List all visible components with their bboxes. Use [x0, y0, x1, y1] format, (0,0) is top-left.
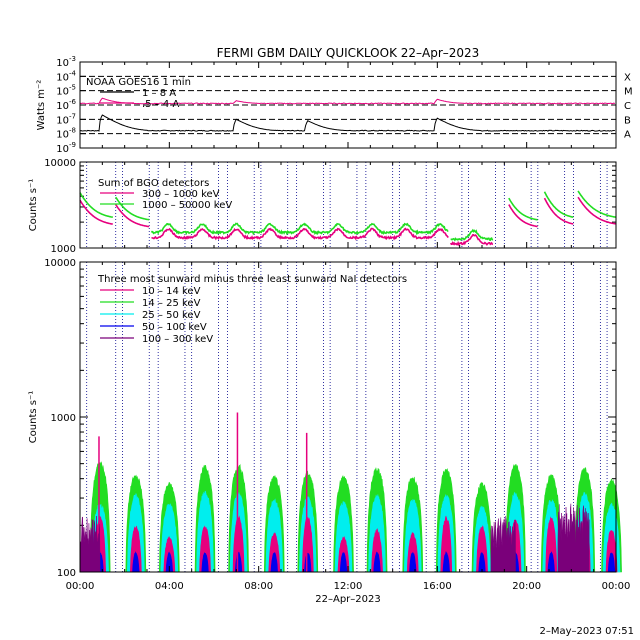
bgo-green-line	[577, 190, 616, 218]
goes-series-line	[79, 114, 615, 132]
nai-magenta-hump	[301, 516, 314, 573]
bgo-green-line	[450, 228, 494, 242]
y-tick-label: 10-9	[56, 141, 76, 155]
bgo-green-line	[150, 222, 449, 236]
x-tick-label: 16:00	[423, 581, 452, 592]
nai-blue-hump	[270, 552, 278, 573]
footer-timestamp: 2–May–2023 07:51	[540, 626, 634, 637]
x-axis-label: 22–Apr–2023	[315, 594, 380, 605]
goes-series-line	[79, 97, 616, 105]
y-tick-label: 1000	[51, 413, 76, 424]
flare-class-X: X	[624, 72, 631, 83]
bgo-magenta-line	[577, 196, 616, 225]
y-tick-label: 10-7	[56, 112, 76, 126]
bgo-magenta-line	[449, 233, 494, 247]
nai-magenta-hump	[232, 515, 245, 573]
y-tick-label: 10000	[44, 158, 76, 169]
x-tick-label: 20:00	[512, 581, 541, 592]
bgo-legend-item: 1000 – 50000 keV	[142, 200, 232, 211]
x-tick-label: 08:00	[244, 581, 273, 592]
nai-blue-hump	[607, 552, 616, 573]
nai-legend-item: 100 – 300 keV	[142, 334, 213, 345]
y-tick-label: 1000	[51, 244, 76, 255]
y-tick-label: 10-4	[56, 69, 76, 83]
nai-purple-burst	[557, 503, 590, 573]
bgo-y-label: Counts s⁻¹	[28, 179, 39, 232]
bgo-green-line	[508, 197, 538, 221]
bgo-green-line	[79, 192, 113, 218]
bgo-green-line	[115, 196, 150, 221]
nai-blue-hump	[201, 552, 209, 573]
nai-magenta-hump	[476, 525, 488, 573]
bgo-magenta-line	[79, 199, 113, 225]
x-tick-label: 04:00	[155, 581, 184, 592]
goes-legend-item: 1 – 8 A	[142, 88, 176, 99]
nai-blue-hump	[339, 552, 348, 573]
bgo-magenta-line	[151, 227, 449, 241]
nai-magenta-hump	[440, 515, 453, 573]
y-tick-label: 10-5	[56, 84, 76, 98]
bgo-legend-item: 300 – 1000 keV	[142, 189, 220, 200]
nai-purple-burst	[79, 515, 101, 573]
goes-y-label: Watts m⁻²	[36, 80, 47, 131]
nai-blue-hump	[132, 551, 140, 573]
flare-class-B: B	[624, 115, 631, 126]
nai-magenta-hump	[545, 516, 558, 573]
nai-legend-title: Three most sunward minus three least sun…	[97, 274, 407, 285]
chart-title: FERMI GBM DAILY QUICKLOOK 22–Apr–2023	[217, 46, 480, 60]
nai-legend-item: 25 – 50 keV	[142, 310, 201, 321]
nai-blue-hump	[442, 551, 450, 573]
nai-blue-hump	[373, 551, 381, 573]
nai-y-label: Counts s⁻¹	[28, 391, 39, 444]
x-tick-label: 12:00	[334, 581, 363, 592]
goes-legend-title: NOAA GOES16 1 min	[86, 77, 191, 88]
bgo-magenta-line	[115, 204, 150, 228]
nai-blue-hump	[547, 551, 555, 573]
goes-legend-item: .5 – 4 A	[142, 99, 179, 110]
nai-legend-item: 50 – 100 keV	[142, 322, 207, 333]
nai-legend-item: 10 – 14 keV	[142, 286, 201, 297]
x-tick-label: 00:00	[66, 581, 95, 592]
nai-blue-hump	[165, 551, 173, 573]
y-tick-label: 10-6	[56, 98, 76, 112]
nai-magenta-hump	[130, 525, 142, 573]
nai-legend-item: 14 – 25 keV	[142, 298, 201, 309]
nai-purple-burst	[490, 515, 516, 573]
bgo-magenta-line	[543, 197, 574, 225]
y-tick-label: 10-8	[56, 127, 76, 141]
y-tick-label: 10-3	[56, 55, 76, 69]
bgo-green-line	[543, 191, 574, 218]
y-tick-label: 10000	[44, 258, 76, 269]
y-tick-label: 100	[57, 568, 76, 579]
x-tick-label: 00:00	[602, 581, 631, 592]
bgo-magenta-line	[508, 204, 538, 228]
flare-class-C: C	[624, 101, 631, 112]
flare-class-M: M	[624, 87, 633, 98]
bgo-legend-title: Sum of BGO detectors	[98, 178, 209, 189]
nai-blue-hump	[478, 551, 486, 573]
nai-blue-hump	[409, 552, 417, 573]
flare-class-A: A	[624, 130, 631, 141]
